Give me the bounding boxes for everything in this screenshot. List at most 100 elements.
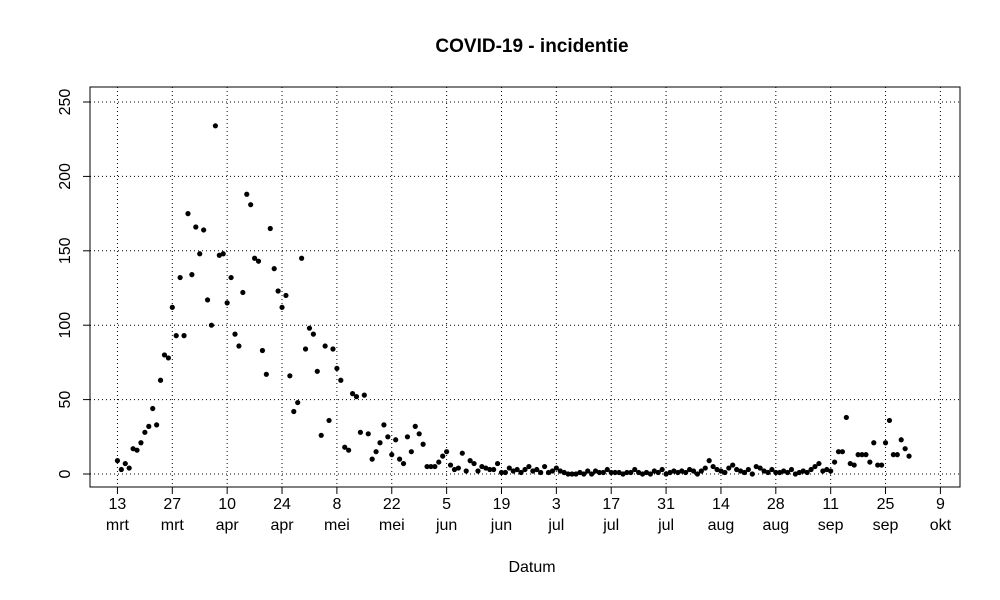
x-tick-label-month: aug [762, 517, 789, 534]
data-point [683, 469, 689, 476]
data-point [534, 466, 540, 473]
data-point [295, 399, 301, 406]
data-point [882, 440, 889, 446]
data-point [463, 468, 469, 474]
data-point [263, 371, 269, 377]
data-point [118, 466, 124, 473]
data-point [585, 468, 591, 474]
data-point [781, 468, 787, 474]
x-tick-label-month: apr [270, 517, 294, 534]
data-point [393, 437, 399, 443]
data-point [275, 288, 281, 294]
data-point [804, 469, 810, 476]
data-point [557, 468, 563, 474]
data-point [679, 468, 685, 474]
data-point [353, 394, 360, 400]
data-point [161, 352, 168, 358]
x-tick-label-month: mrt [161, 517, 185, 534]
x-tick-label-day: 9 [936, 496, 945, 513]
y-tick-label: 200 [57, 163, 74, 190]
data-point [134, 447, 140, 453]
data-point [373, 449, 379, 455]
data-point [545, 469, 552, 476]
data-point [451, 466, 458, 473]
data-point [416, 431, 422, 437]
data-point [847, 460, 853, 467]
data-point [569, 471, 575, 477]
y-tick-label: 150 [57, 237, 74, 264]
data-point [659, 466, 665, 473]
data-point [334, 365, 340, 371]
data-point [428, 463, 434, 470]
data-point [690, 468, 697, 474]
data-point [224, 300, 230, 306]
data-point [181, 333, 187, 339]
data-point [381, 422, 387, 428]
x-tick-label-day: 10 [218, 496, 236, 513]
x-tick-label-month: okt [930, 517, 952, 534]
data-point [855, 452, 861, 458]
data-point [698, 468, 704, 474]
data-point [255, 258, 262, 264]
data-point [726, 465, 732, 471]
data-point [146, 423, 152, 429]
data-point [632, 466, 638, 473]
data-point [796, 469, 802, 476]
data-point [898, 437, 904, 443]
data-point [792, 471, 799, 477]
data-point [412, 423, 418, 429]
x-tick-label-day: 25 [877, 496, 895, 513]
data-point [185, 211, 191, 217]
data-point [271, 266, 277, 272]
data-point [624, 469, 630, 476]
data-point [212, 123, 219, 129]
data-point [902, 446, 908, 452]
data-point [330, 346, 336, 352]
data-point [338, 377, 344, 383]
data-point [471, 460, 477, 467]
data-point [718, 468, 724, 474]
data-point [773, 469, 779, 476]
data-point [150, 405, 156, 412]
data-point [369, 456, 375, 462]
data-point [706, 458, 712, 464]
data-point [553, 465, 559, 471]
data-point [291, 408, 297, 415]
data-point [741, 469, 748, 476]
data-point [596, 469, 603, 476]
data-point [420, 441, 426, 447]
data-point [581, 471, 587, 477]
x-tick-label-day: 11 [822, 496, 839, 513]
data-point [761, 468, 767, 474]
data-point [157, 377, 164, 383]
data-point [302, 346, 309, 352]
data-point [208, 322, 215, 328]
data-point [753, 463, 759, 470]
x-axis-label: Datum [508, 559, 555, 576]
data-point [365, 431, 371, 437]
data-point [228, 274, 234, 281]
data-point [142, 429, 148, 435]
data-point [204, 297, 211, 303]
data-point [506, 465, 512, 471]
x-tick-label-day: 22 [383, 496, 401, 513]
data-point [154, 422, 160, 428]
data-point [714, 466, 720, 473]
data-point [467, 458, 473, 464]
data-point [757, 465, 763, 471]
data-point [349, 391, 356, 397]
data-point [342, 444, 348, 450]
data-point [808, 466, 814, 473]
data-point [459, 450, 465, 456]
data-point [675, 469, 681, 476]
data-point [561, 469, 567, 476]
data-point [522, 466, 528, 473]
x-tick-label-month: jul [657, 517, 674, 534]
data-point [604, 466, 610, 473]
data-point [863, 452, 869, 458]
data-point [577, 469, 583, 476]
data-point [346, 447, 352, 453]
data-points [114, 123, 912, 477]
data-point [784, 469, 791, 476]
data-point [663, 471, 669, 477]
